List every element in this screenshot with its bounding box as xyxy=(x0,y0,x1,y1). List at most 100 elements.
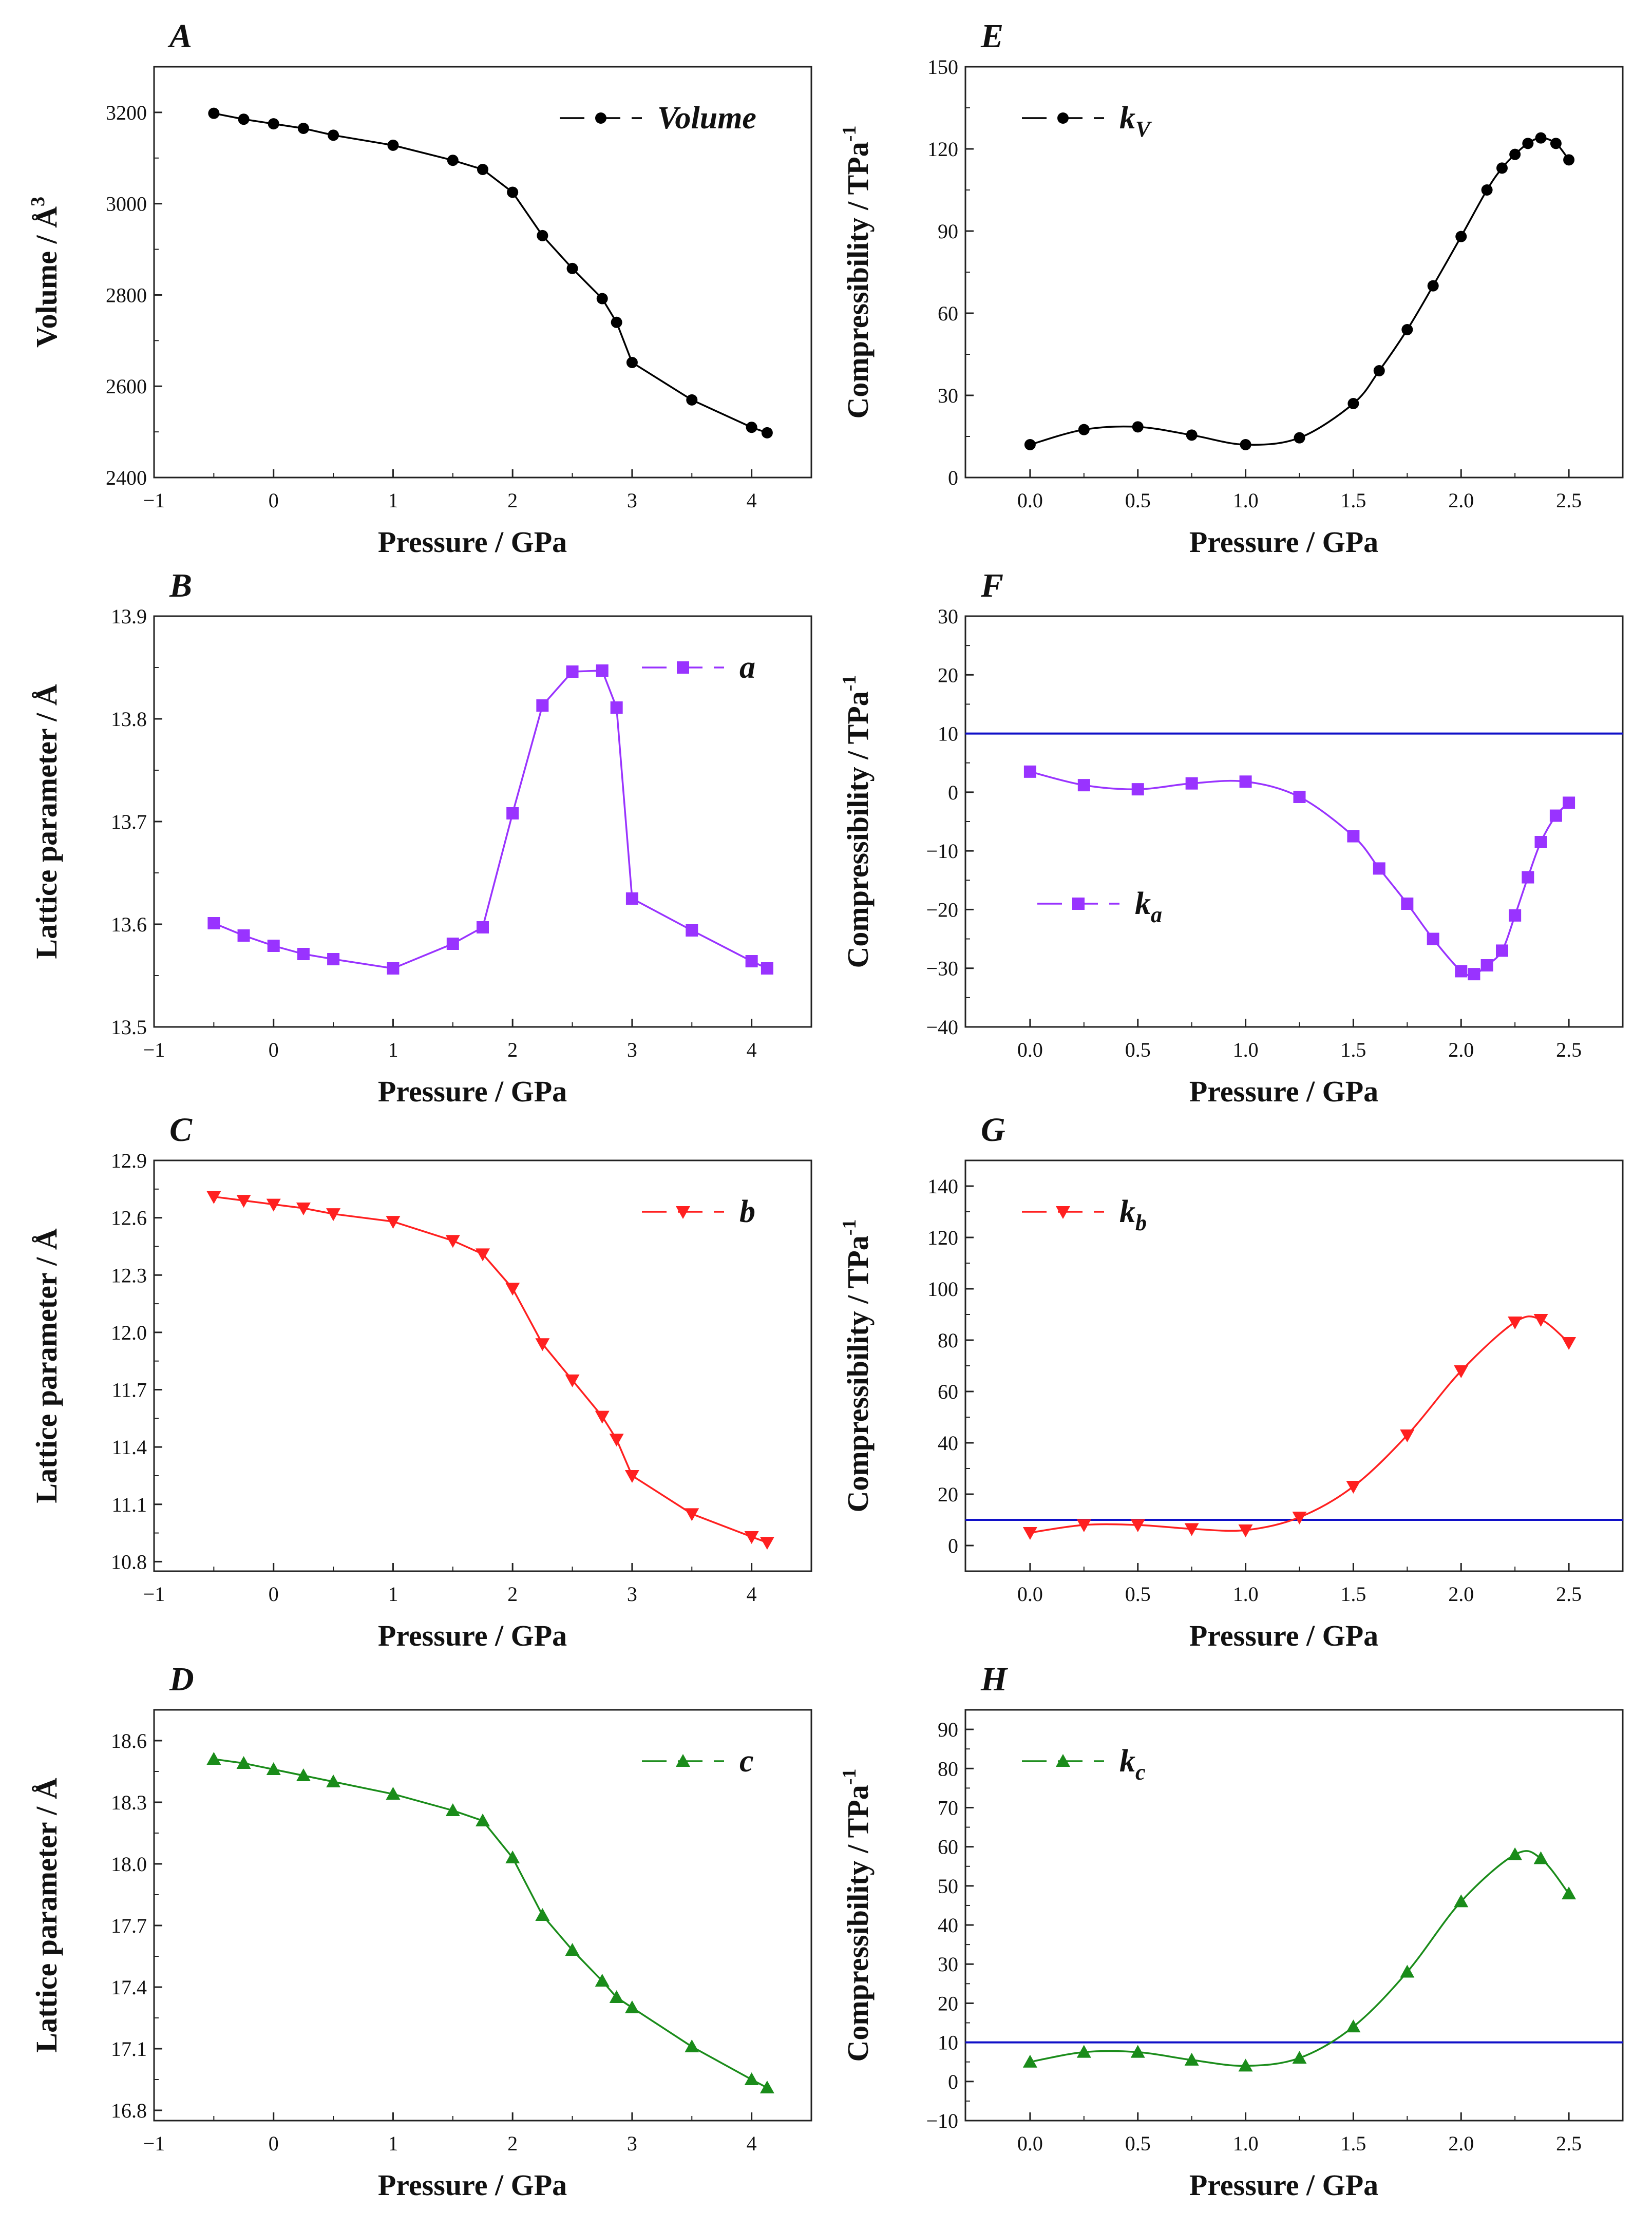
data-point xyxy=(1495,944,1508,957)
data-point xyxy=(1455,231,1467,242)
data-point xyxy=(1131,783,1144,796)
x-tick-label: 2.5 xyxy=(1556,1582,1582,1606)
data-point xyxy=(206,1752,221,1765)
data-point xyxy=(761,962,773,975)
data-point xyxy=(611,316,622,328)
data-point xyxy=(387,962,400,975)
legend-label-text: a xyxy=(739,650,755,685)
data-point xyxy=(536,699,549,712)
chart-panel-c: C −1 0 1 2 3 4 10.8 11.1 11.4 11.7 12.0 12.3 12.6 12.9… xyxy=(30,1111,812,1652)
x-tick-label: 3 xyxy=(627,1038,637,1061)
chart-panel-a: A −1 0 1 2 3 4 2400 2600 2800 3000 3200 Pressure / G… xyxy=(27,17,812,559)
series-line xyxy=(214,1195,768,1543)
data-point xyxy=(625,892,638,905)
legend-label-text: c xyxy=(739,1744,754,1779)
legend-label-text: k xyxy=(1135,886,1151,921)
y-tick-label: 60 xyxy=(938,1836,958,1859)
data-point xyxy=(1238,1524,1253,1537)
data-point xyxy=(1184,2052,1199,2066)
data-point xyxy=(386,1787,401,1800)
y-tick-label: 20 xyxy=(938,1483,958,1506)
data-point xyxy=(476,1248,490,1262)
data-point xyxy=(236,1756,251,1769)
x-tick-label: 0.5 xyxy=(1125,489,1151,512)
y-tick-label: 120 xyxy=(927,138,958,161)
y-tick-label: 10 xyxy=(938,722,958,746)
y-tick-label: −40 xyxy=(926,1016,958,1039)
data-point xyxy=(326,1775,341,1787)
data-point xyxy=(1076,1519,1091,1532)
data-point xyxy=(1454,1894,1469,1908)
series-line xyxy=(213,670,768,969)
series-line xyxy=(214,112,768,434)
data-point xyxy=(1238,2058,1253,2072)
y-axis-title: Compressibility / TPa-1 xyxy=(839,126,875,419)
data-point xyxy=(445,1235,460,1248)
data-point xyxy=(1535,132,1547,144)
data-point xyxy=(1563,796,1575,809)
y-axis-title: Lattice parameter / Å xyxy=(30,684,63,959)
legend-marker xyxy=(676,1206,690,1219)
x-tick-label: 0 xyxy=(269,1038,279,1061)
x-axis-title: Pressure / GPa xyxy=(1189,1619,1378,1652)
x-tick-label: −1 xyxy=(143,489,165,512)
data-point xyxy=(746,422,757,433)
data-point xyxy=(1024,439,1036,450)
data-point xyxy=(1481,184,1493,196)
y-tick-label: 17.7 xyxy=(111,1914,147,1937)
y-axis-title-superscript: -1 xyxy=(839,126,860,142)
y-tick-label: 90 xyxy=(938,220,958,243)
y-tick-label: 3000 xyxy=(106,193,147,216)
chart-panel-f: F 0.0 0.5 1.0 1.5 2.0 2.5 −40 −30 −20 −10 0 10 20 30 Pr… xyxy=(839,567,1624,1108)
data-point xyxy=(685,1508,699,1521)
x-tick-label: 1 xyxy=(388,1582,398,1606)
y-tick-label: 13.8 xyxy=(111,708,147,731)
x-tick-label: 0.0 xyxy=(1017,489,1043,512)
data-point xyxy=(566,262,578,274)
data-point xyxy=(445,1803,460,1816)
data-point xyxy=(267,940,280,952)
legend-marker xyxy=(676,1754,690,1767)
data-point xyxy=(1347,830,1360,843)
y-axis-title-text: Lattice parameter / Å xyxy=(30,1778,63,2052)
x-tick-label: 0.0 xyxy=(1017,1038,1043,1061)
y-tick-label: 11.4 xyxy=(111,1436,147,1459)
data-point xyxy=(1294,432,1305,444)
y-tick-label: 13.7 xyxy=(111,810,147,833)
legend-marker xyxy=(1057,112,1069,124)
data-point xyxy=(1292,2051,1307,2064)
legend-label-subscript: a xyxy=(1151,902,1162,927)
y-axis-title: Compressibility / TPa-1 xyxy=(839,1769,875,2062)
plot-frame xyxy=(153,66,812,479)
legend-label-text: k xyxy=(1119,1194,1135,1229)
chart-panel-b: B −1 0 1 2 3 4 13.5 13.6 13.7 13.8 13.9 Pressure / G… xyxy=(30,567,812,1108)
y-tick-label: 0 xyxy=(948,2070,958,2093)
data-point xyxy=(1533,1314,1548,1327)
legend-label: kb xyxy=(1119,1194,1147,1235)
data-point xyxy=(1454,1365,1469,1378)
data-point xyxy=(505,1851,520,1863)
data-point xyxy=(1522,138,1534,149)
data-point xyxy=(759,1537,774,1550)
x-tick-label: 1.0 xyxy=(1233,2132,1259,2155)
legend-label: a xyxy=(739,650,755,685)
data-point xyxy=(1346,1481,1361,1494)
data-point xyxy=(1239,775,1252,788)
legend-marker xyxy=(595,112,606,124)
x-tick-label: 2.0 xyxy=(1448,2132,1474,2155)
data-point xyxy=(1186,429,1198,441)
y-axis-title: Volume / Å3 xyxy=(27,197,63,348)
y-axis-title-superscript: -1 xyxy=(839,1219,860,1236)
y-axis-title-superscript: -1 xyxy=(839,1769,860,1785)
data-point xyxy=(1549,809,1562,822)
data-point xyxy=(1508,1847,1523,1860)
x-tick-label: 1.0 xyxy=(1233,489,1259,512)
data-point xyxy=(537,230,548,241)
data-point xyxy=(446,938,459,950)
data-point xyxy=(744,1531,759,1544)
legend-label-text: k xyxy=(1119,101,1135,136)
legend-label-text: Volume xyxy=(657,101,756,136)
legend-label-text: b xyxy=(739,1194,755,1229)
data-point xyxy=(565,1943,580,1956)
data-point xyxy=(609,1990,624,2003)
